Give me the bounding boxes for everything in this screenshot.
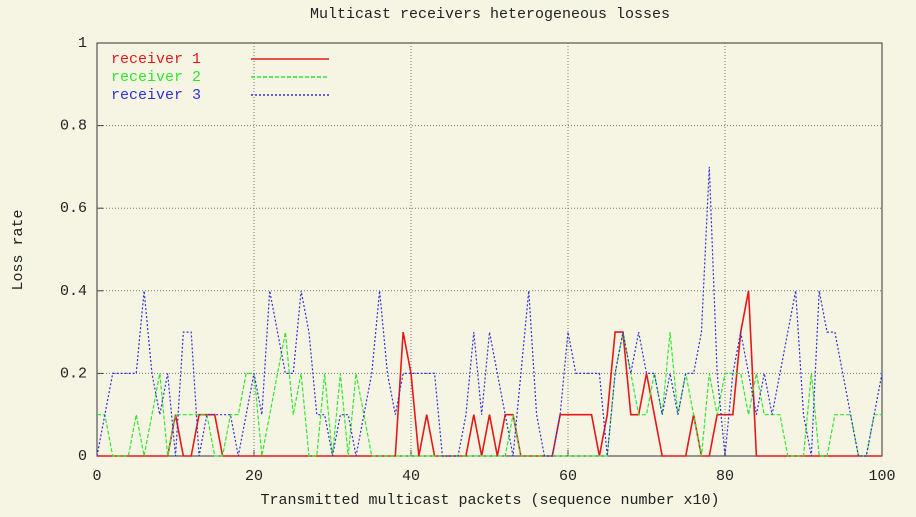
legend-label: receiver 2 <box>111 69 201 86</box>
series-line <box>96 166 883 457</box>
chart-title: Multicast receivers heterogeneous losses <box>310 6 670 23</box>
y-tick-label: 0 <box>78 448 87 465</box>
legend-label: receiver 1 <box>111 51 201 68</box>
series-line <box>97 331 882 457</box>
x-tick-label: 0 <box>92 468 101 485</box>
y-tick-label: 0.2 <box>60 365 87 382</box>
x-tick-label: 100 <box>868 468 895 485</box>
y-tick-label: 0.8 <box>60 118 87 135</box>
x-tick-label: 40 <box>402 468 420 485</box>
x-tick-label: 60 <box>559 468 577 485</box>
plot-frame <box>96 42 883 457</box>
x-tick-label: 80 <box>716 468 734 485</box>
legend-label: receiver 3 <box>111 87 201 104</box>
y-tick-label: 1 <box>78 35 87 52</box>
series-line <box>97 290 882 457</box>
y-axis-label: Loss rate <box>10 209 27 290</box>
x-axis-label: Transmitted multicast packets (sequence … <box>260 492 719 509</box>
y-tick-label: 0.4 <box>60 283 87 300</box>
y-tick-label: 0.6 <box>60 200 87 217</box>
x-tick-label: 20 <box>245 468 263 485</box>
